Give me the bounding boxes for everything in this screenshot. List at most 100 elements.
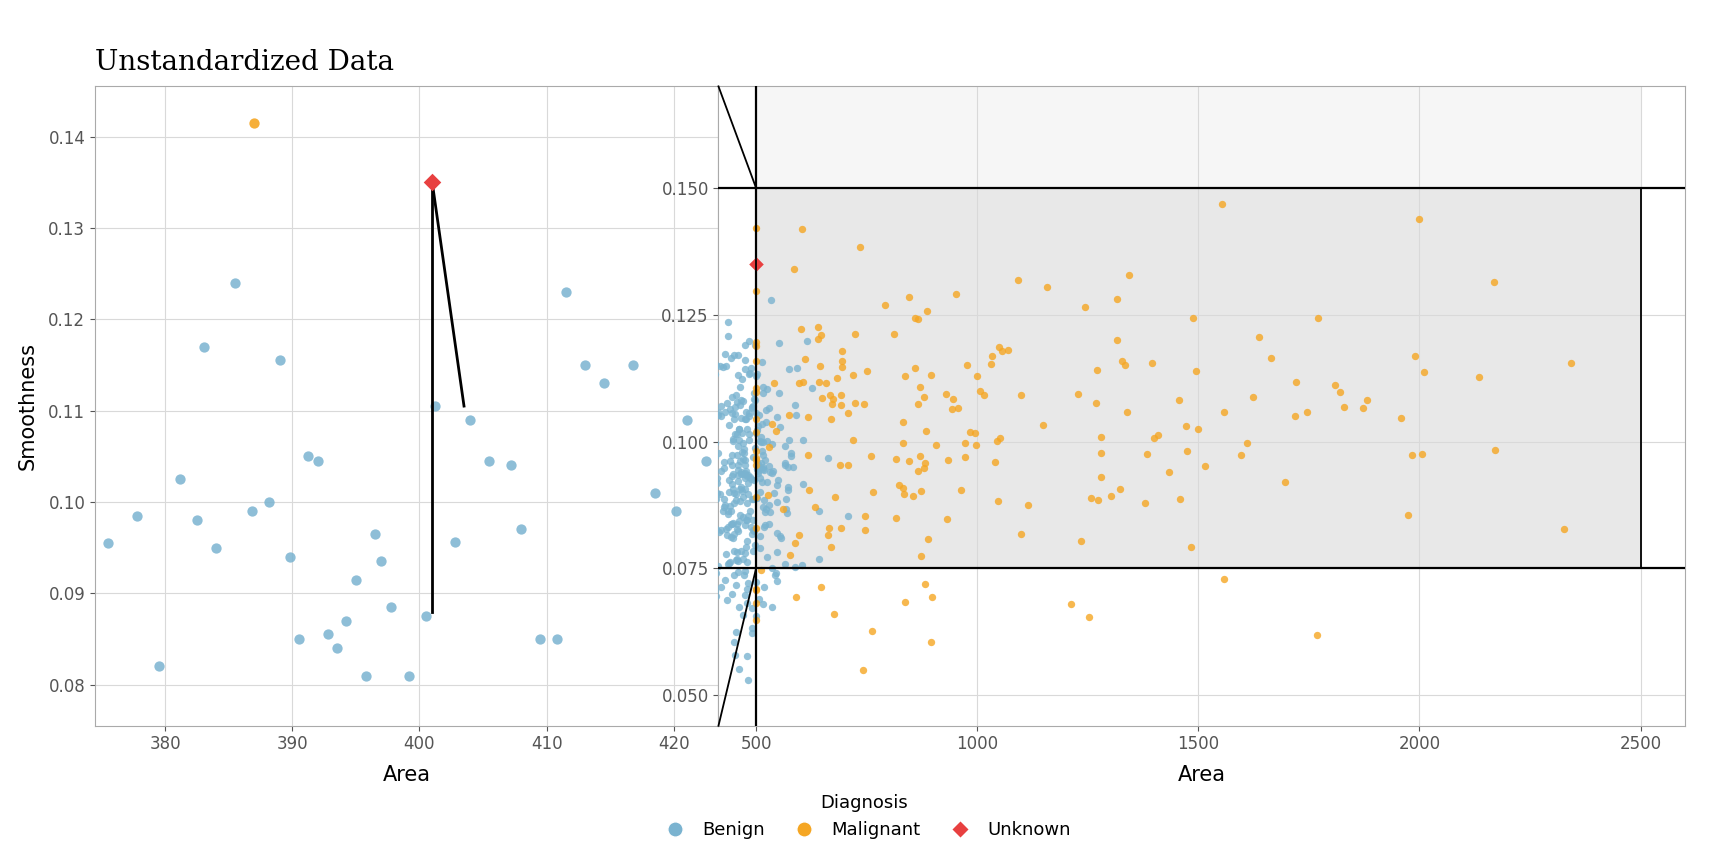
Point — [727, 467, 755, 481]
Point — [698, 448, 726, 462]
Point — [456, 413, 484, 427]
Point — [788, 557, 816, 571]
Point — [724, 555, 752, 569]
Point — [698, 514, 726, 528]
Point — [727, 544, 755, 558]
Point — [734, 468, 762, 482]
Point — [912, 424, 940, 438]
Point — [719, 458, 746, 472]
Point — [734, 487, 762, 501]
Point — [1182, 364, 1210, 378]
Point — [726, 494, 753, 508]
Point — [731, 453, 759, 467]
Point — [698, 511, 726, 524]
Point — [672, 413, 700, 427]
Point — [1071, 300, 1099, 314]
Point — [724, 458, 752, 472]
Point — [724, 522, 752, 536]
Point — [767, 531, 795, 545]
Point — [743, 582, 771, 596]
Point — [1177, 540, 1204, 554]
Point — [734, 367, 762, 381]
Point — [1294, 405, 1322, 419]
Point — [418, 175, 446, 189]
Point — [717, 530, 745, 544]
Point — [700, 493, 727, 507]
Point — [721, 486, 748, 499]
Point — [816, 388, 843, 402]
Point — [731, 471, 759, 485]
Point — [793, 448, 821, 461]
Point — [771, 458, 798, 472]
Point — [774, 480, 802, 494]
Point — [698, 421, 726, 435]
Point — [719, 516, 746, 530]
Point — [743, 284, 771, 298]
Point — [441, 536, 468, 550]
Point — [731, 338, 759, 352]
Point — [759, 464, 786, 478]
Point — [805, 332, 833, 346]
Point — [707, 524, 734, 537]
Point — [731, 412, 759, 426]
Point — [551, 285, 579, 299]
Point — [729, 491, 757, 505]
Point — [731, 518, 759, 531]
Point — [994, 343, 1021, 357]
Point — [783, 590, 810, 604]
Point — [698, 389, 726, 403]
Point — [746, 471, 774, 485]
Point — [778, 446, 805, 460]
Point — [881, 511, 909, 524]
Point — [719, 448, 746, 462]
Point — [721, 635, 748, 649]
Point — [722, 487, 750, 501]
Point — [712, 347, 740, 361]
Point — [743, 369, 771, 383]
Point — [715, 499, 743, 512]
Point — [807, 580, 835, 594]
Point — [717, 352, 745, 365]
Point — [145, 659, 173, 673]
Point — [771, 440, 798, 454]
Point — [774, 483, 802, 497]
Point — [724, 514, 752, 528]
Point — [791, 352, 819, 365]
Point — [900, 361, 928, 375]
Point — [885, 479, 912, 492]
Point — [738, 361, 766, 375]
Point — [828, 353, 855, 367]
Point — [750, 520, 778, 534]
Point — [1132, 496, 1159, 510]
Point — [724, 448, 752, 461]
Point — [740, 513, 767, 527]
Point — [698, 505, 726, 518]
Point — [722, 389, 750, 403]
Point — [785, 377, 812, 391]
Point — [1401, 349, 1429, 363]
Point — [731, 467, 759, 481]
Point — [708, 504, 736, 518]
Point — [743, 385, 771, 399]
Point — [800, 500, 828, 514]
Point — [956, 425, 983, 439]
Point — [746, 541, 774, 555]
Point — [727, 480, 755, 494]
Point — [779, 460, 807, 473]
Point — [914, 304, 942, 318]
Point — [759, 437, 786, 451]
Point — [733, 649, 760, 663]
Point — [1140, 431, 1168, 445]
Point — [1388, 411, 1415, 425]
Point — [719, 531, 746, 545]
Y-axis label: Smoothness: Smoothness — [17, 342, 38, 470]
Point — [982, 455, 1009, 469]
Point — [1272, 475, 1299, 489]
Point — [766, 386, 793, 400]
Point — [698, 337, 726, 351]
Point — [738, 519, 766, 533]
Point — [717, 517, 745, 530]
Point — [950, 450, 978, 464]
Point — [772, 506, 800, 520]
Point — [717, 518, 745, 531]
